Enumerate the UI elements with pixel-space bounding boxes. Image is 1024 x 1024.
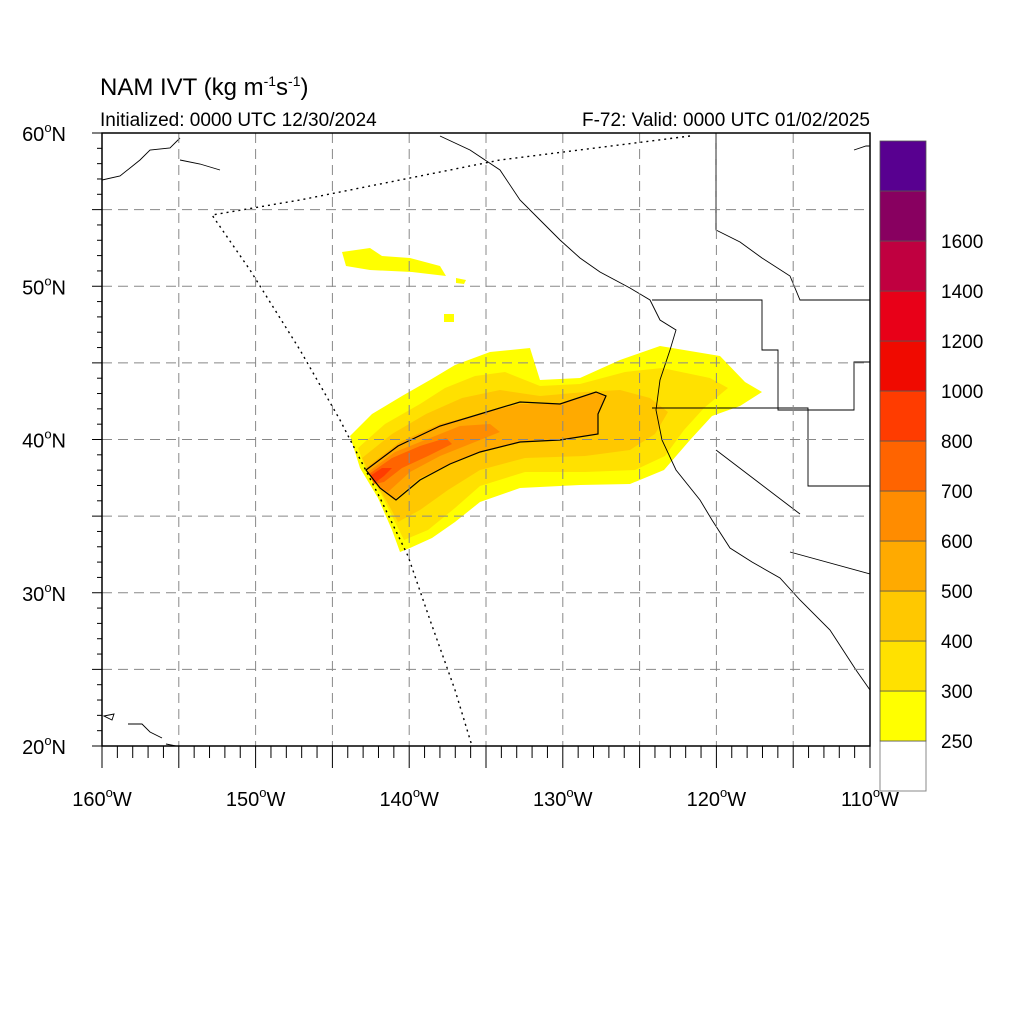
colorbar-label: 800	[941, 432, 973, 453]
colorbar-below-box	[879, 740, 927, 792]
colorbar-label: 500	[941, 582, 973, 603]
lat-label: 40oN	[22, 427, 66, 453]
map-title: NAM IVT (kg m-1s-1)	[100, 73, 309, 101]
ivt-region-600	[368, 424, 500, 492]
lon-label: 110oW	[841, 785, 899, 811]
ivt-contour	[365, 391, 607, 501]
initialized-time: Initialized: 0000 UTC 12/30/2024	[100, 110, 377, 131]
colorbar-swatch	[879, 540, 927, 592]
valid-time: F-72: Valid: 0000 UTC 01/02/2025	[582, 110, 870, 131]
colorbar-label: 1600	[941, 232, 983, 253]
colorbar-swatch	[879, 440, 927, 492]
lat-label: 30oN	[22, 580, 66, 606]
ivt-shading	[342, 248, 762, 552]
coastlines	[102, 133, 870, 746]
colorbar-label: 1000	[941, 382, 983, 403]
colorbar-label: 600	[941, 532, 973, 553]
ivt-speck	[456, 278, 466, 284]
colorbar-swatch	[879, 290, 927, 342]
graticule	[102, 133, 870, 746]
colorbar-label: 700	[941, 482, 973, 503]
colorbar-swatch	[879, 690, 927, 742]
lat-label: 50oN	[22, 273, 66, 299]
colorbar-swatch	[879, 590, 927, 642]
lon-label: 150oW	[226, 785, 286, 811]
lon-label: 160oW	[72, 785, 132, 811]
lon-label: 120oW	[687, 785, 747, 811]
colorbar-label: 400	[941, 632, 973, 653]
colorbar-swatch	[879, 490, 927, 542]
lat-label: 20oN	[22, 733, 66, 759]
colorbar-label: 1400	[941, 282, 983, 303]
ivt-region-250-north	[342, 248, 446, 276]
ivt-speck	[444, 314, 454, 322]
domain-boundary	[210, 135, 691, 747]
colorbar-label: 250	[941, 732, 973, 753]
colorbar-swatch	[879, 340, 927, 392]
lon-labels: 160oW 150oW 140oW 130oW 120oW 110oW	[72, 785, 899, 811]
ivt-region-800	[370, 468, 392, 482]
colorbar-swatch	[879, 240, 927, 292]
axis-ticks	[92, 132, 871, 768]
lon-label: 130oW	[533, 785, 593, 811]
colorbar-label: 1200	[941, 332, 983, 353]
colorbar: 250 300 400 500 600 700 800 1000 1200 1400 1600	[879, 140, 983, 792]
ivt-region-700	[369, 438, 452, 484]
lat-label: 60oN	[22, 120, 66, 146]
lon-label: 140oW	[379, 785, 439, 811]
colorbar-swatch	[879, 640, 927, 692]
colorbar-swatch	[879, 390, 927, 442]
lat-labels: 60oN 50oN 40oN 30oN 20oN	[22, 120, 66, 759]
colorbar-label: 300	[941, 682, 973, 703]
colorbar-swatch	[879, 140, 927, 192]
colorbar-swatch	[879, 190, 927, 242]
